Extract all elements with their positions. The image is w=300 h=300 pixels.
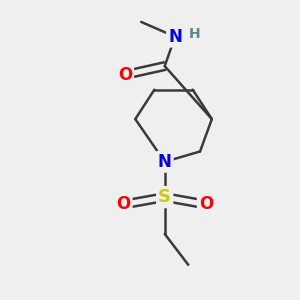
Text: S: S <box>158 188 171 206</box>
Text: N: N <box>158 153 172 171</box>
Text: O: O <box>118 66 132 84</box>
Text: H: H <box>188 27 200 41</box>
Text: O: O <box>116 196 130 214</box>
Text: O: O <box>199 196 213 214</box>
Text: N: N <box>168 28 182 46</box>
